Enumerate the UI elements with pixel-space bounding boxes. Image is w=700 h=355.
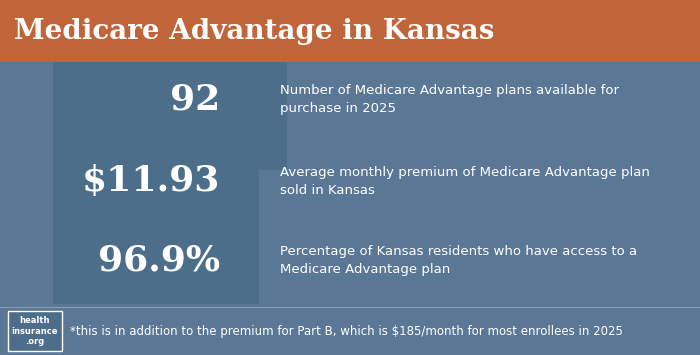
Text: *this is in addition to the premium for Part B, which is $185/month for most enr: *this is in addition to the premium for … <box>70 324 623 338</box>
Text: Medicare Advantage in Kansas: Medicare Advantage in Kansas <box>14 17 494 45</box>
Text: 96.9%: 96.9% <box>99 244 220 278</box>
Bar <box>0 0 700 62</box>
Text: 92: 92 <box>170 82 220 116</box>
Text: $11.93: $11.93 <box>82 164 220 198</box>
Text: health
insurance
.org: health insurance .org <box>12 317 58 345</box>
Polygon shape <box>52 44 287 304</box>
Bar <box>8 311 62 351</box>
Text: Percentage of Kansas residents who have access to a
Medicare Advantage plan: Percentage of Kansas residents who have … <box>280 245 637 277</box>
Text: Average monthly premium of Medicare Advantage plan
sold in Kansas: Average monthly premium of Medicare Adva… <box>280 165 650 197</box>
Text: Number of Medicare Advantage plans available for
purchase in 2025: Number of Medicare Advantage plans avail… <box>280 84 619 115</box>
Bar <box>0 307 700 355</box>
